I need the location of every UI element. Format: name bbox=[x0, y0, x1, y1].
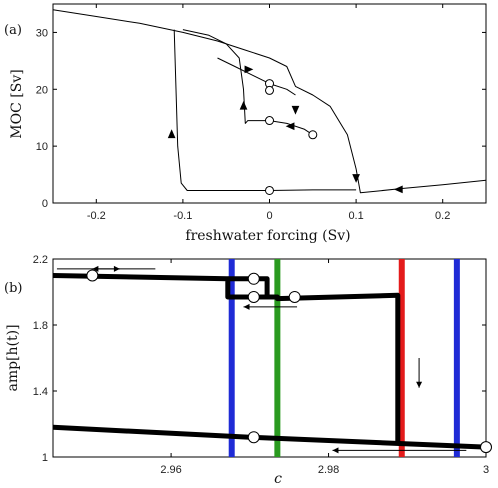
series-line-1 bbox=[52, 9, 487, 194]
series-line-3 bbox=[52, 424, 487, 450]
state-marker-3 bbox=[247, 290, 260, 303]
y-tick-label: 1 bbox=[42, 452, 48, 464]
direction-arrow-7 bbox=[393, 185, 403, 194]
x-tick-label: 0 bbox=[266, 210, 272, 222]
state-marker-4 bbox=[308, 130, 318, 140]
x-tick-label: 0.2 bbox=[435, 210, 450, 222]
state-marker-2 bbox=[247, 272, 260, 285]
direction-arrow-6 bbox=[285, 122, 295, 131]
plot-frame-b bbox=[52, 258, 487, 458]
y-tick-label: 30 bbox=[36, 27, 48, 39]
y-tick-label: 10 bbox=[36, 141, 48, 153]
state-marker-1 bbox=[86, 269, 99, 282]
direction-arrow-3 bbox=[291, 105, 300, 115]
direction-arrow-2 bbox=[239, 100, 248, 110]
x-tick-label: -0.2 bbox=[87, 210, 106, 222]
x-tick-label: 3 bbox=[483, 464, 489, 476]
panel-b-label: (b) bbox=[4, 281, 22, 296]
state-marker-2 bbox=[265, 85, 274, 95]
panel-b: (b) c amp[h(t)] 2.96 2.98 3 1 1.4 1.8 2.2 bbox=[4, 254, 492, 487]
y-tick-label: 2.2 bbox=[33, 254, 48, 266]
panel-a-y-axis-label: MOC [Sv] bbox=[9, 69, 25, 138]
series-line-2 bbox=[173, 29, 357, 191]
x-tick-label: 0.1 bbox=[348, 210, 363, 222]
direction-arrow-1 bbox=[167, 129, 176, 139]
panel-b-y-axis-label: amp[h(t)] bbox=[5, 324, 21, 391]
plot-frame-a bbox=[52, 3, 487, 204]
series-line-1 bbox=[52, 273, 401, 443]
y-tick-label: 20 bbox=[36, 84, 48, 96]
state-marker-5 bbox=[265, 185, 274, 195]
y-tick-label: 1.8 bbox=[33, 320, 48, 332]
panel-b-x-axis-label: c bbox=[274, 471, 282, 487]
direction-arrowhead-2 bbox=[92, 265, 99, 272]
direction-arrowhead-3 bbox=[243, 303, 250, 310]
x-tick-label: -0.1 bbox=[173, 210, 192, 222]
state-marker-5 bbox=[247, 431, 260, 444]
panel-a: (a) freshwater forcing (Sv) MOC [Sv] -0.… bbox=[4, 3, 487, 244]
direction-arrow-5 bbox=[244, 65, 254, 74]
state-marker-4 bbox=[288, 290, 301, 303]
state-marker-3 bbox=[265, 116, 274, 126]
y-tick-label: 1.4 bbox=[33, 386, 48, 398]
series-line-2 bbox=[227, 276, 270, 296]
direction-arrow-4 bbox=[352, 174, 360, 183]
x-tick-label: 2.98 bbox=[318, 464, 339, 476]
y-tick-label: 0 bbox=[42, 198, 48, 210]
series-line-4 bbox=[217, 57, 296, 96]
panel-a-label: (a) bbox=[4, 23, 22, 38]
direction-arrowhead-5 bbox=[332, 447, 339, 454]
panel-a-x-axis-label: freshwater forcing (Sv) bbox=[185, 228, 350, 244]
direction-arrowhead-4 bbox=[416, 381, 423, 388]
x-tick-label: 2.96 bbox=[160, 464, 181, 476]
state-marker-6 bbox=[480, 441, 492, 454]
